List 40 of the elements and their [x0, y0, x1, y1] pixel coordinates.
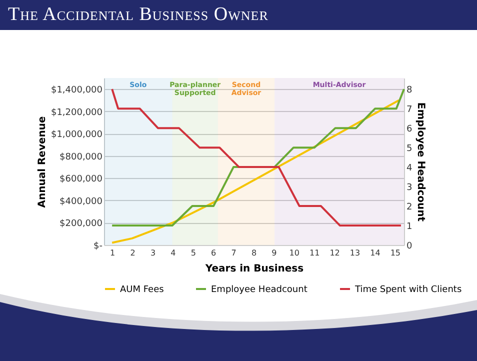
x-tick-label: 1: [110, 248, 116, 258]
x-tick-label: 8: [251, 248, 257, 258]
y2-tick-label: 6: [406, 124, 412, 135]
x-tick-label: 5: [190, 248, 196, 258]
y-tick-label: $200,000: [60, 219, 103, 230]
x-tick-label: 13: [350, 248, 360, 258]
y-tick-label: $1,000,000: [50, 130, 103, 140]
chart-title: The Accidental Business Owner: [0, 0, 477, 30]
legend-label: Time Spent with Clients: [354, 285, 462, 295]
x-tick-label: 10: [289, 248, 300, 258]
y2-tick-label: 0: [406, 242, 412, 252]
x-tick-label: 4: [170, 248, 176, 258]
x-axis-title: Years in Business: [204, 264, 304, 274]
x-tick-label: 12: [330, 248, 340, 258]
x-tick-label: 11: [310, 248, 320, 258]
y2-tick-label: 2: [406, 202, 412, 213]
x-tick-label: 3: [150, 248, 156, 258]
y2-tick-label: 7: [406, 105, 412, 116]
y2-tick-label: 8: [406, 86, 412, 96]
y2-axis-title: Employee Headcount: [415, 102, 426, 222]
x-tick-label: 7: [231, 248, 236, 258]
x-tick-label: 15: [390, 248, 401, 258]
legend-label: AUM Fees: [120, 285, 164, 295]
y-tick-label: $-: [94, 242, 102, 252]
y2-tick-label: 3: [406, 183, 412, 194]
y-tick-label: $800,000: [60, 152, 103, 162]
y2-tick-label: 5: [406, 144, 412, 154]
legend-label: Employee Headcount: [211, 285, 308, 295]
x-tick-label: 2: [130, 248, 136, 258]
x-tick-label: 9: [272, 248, 277, 258]
x-tick-label: 14: [370, 248, 380, 258]
y-tick-label: $1,400,000: [50, 86, 103, 96]
y-tick-label: $400,000: [60, 196, 103, 207]
x-tick-label: 6: [211, 248, 216, 258]
line-series: [111, 99, 400, 244]
y-tick-label: $600,000: [60, 174, 103, 185]
y-tick-label: $1,200,000: [50, 108, 103, 118]
y-axis-title: Annual Revenue: [36, 116, 48, 208]
y2-tick-label: 4: [406, 164, 412, 174]
y2-tick-label: 1: [406, 222, 412, 232]
